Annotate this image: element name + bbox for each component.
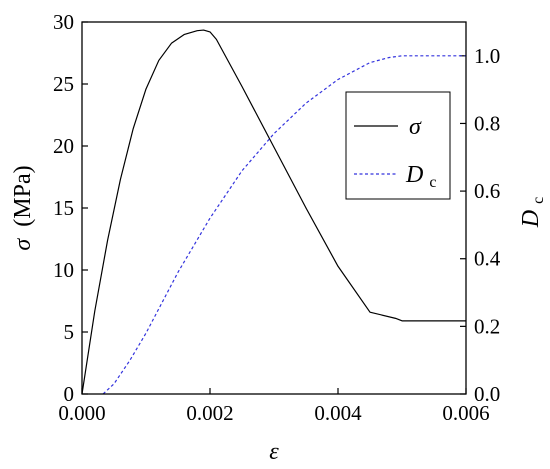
legend-label-dc: D c [405, 162, 436, 191]
axis-ticks: 0.000 0.002 0.004 0.006 0 5 10 15 20 25 30 0.0 0.2 0.… [53, 10, 501, 425]
x-tick-label: 0.000 [58, 401, 105, 425]
y-left-tick-label: 15 [53, 196, 74, 220]
y-left-tick-label: 30 [53, 10, 74, 34]
x-tick-label: 0.002 [186, 401, 233, 425]
y-right-tick-label: 0.0 [474, 382, 500, 406]
legend-label-sigma: σ [409, 114, 422, 140]
y-left-tick-label: 10 [53, 258, 74, 282]
series-sigma-line [81, 29, 466, 395]
y-left-tick-label: 25 [53, 72, 74, 96]
y-left-axis-symbol: σ [10, 238, 36, 251]
y-right-axis-main: D [518, 210, 544, 228]
plot-frame [81, 21, 467, 395]
y-right-axis-title: D c [518, 197, 547, 228]
y-right-tick-label: 0.2 [474, 314, 500, 338]
y-left-tick-label: 5 [64, 320, 75, 344]
y-right-tick-label: 0.8 [474, 111, 500, 135]
legend-label-dc-main: D [405, 162, 423, 188]
legend-box [345, 91, 451, 200]
series-lines [81, 29, 466, 395]
y-right-axis-sub: c [530, 197, 547, 204]
legend: σ D c [345, 91, 451, 200]
x-tick-label: 0.006 [442, 401, 489, 425]
y-left-tick-label: 0 [64, 382, 75, 406]
series-dc-line [102, 55, 466, 395]
y-right-tick-label: 0.6 [474, 179, 500, 203]
x-axis-title: ε [269, 439, 279, 465]
legend-label-dc-sub: c [429, 174, 436, 191]
y-left-tick-label: 20 [53, 134, 74, 158]
y-right-tick-label: 0.4 [474, 247, 501, 271]
y-left-axis-unit: (MPa) [10, 165, 36, 226]
y-right-tick-label: 1.0 [474, 44, 500, 68]
y-left-axis-title: σ (MPa) [10, 165, 36, 250]
x-tick-label: 0.004 [314, 401, 362, 425]
